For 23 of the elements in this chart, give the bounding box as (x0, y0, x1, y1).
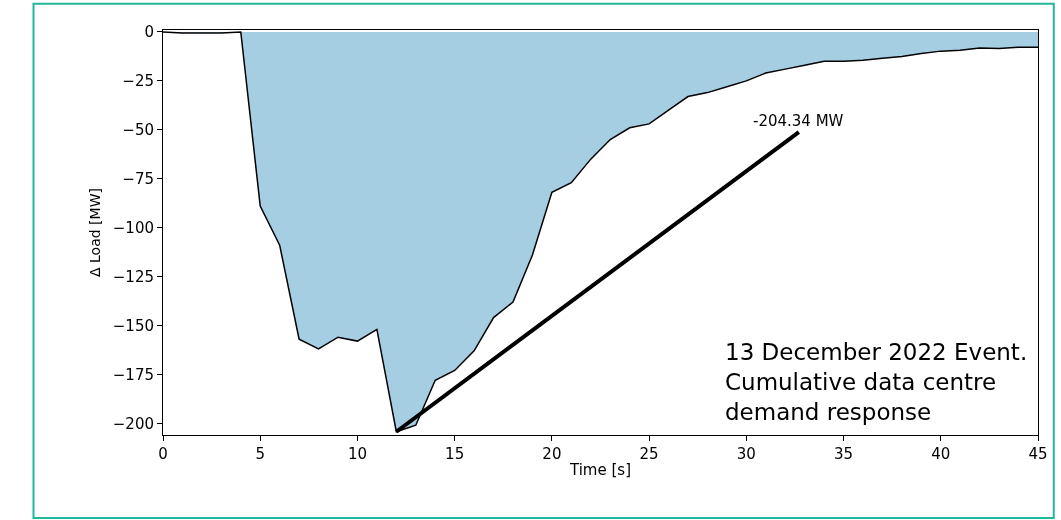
x-tick-label: 0 (158, 445, 168, 463)
x-axis-title: Time [s] (569, 461, 631, 479)
x-tick-label: 5 (255, 445, 265, 463)
x-tick-label: 40 (931, 445, 951, 463)
annotation: -204.34 MW (753, 112, 844, 130)
y-tick-label: −150 (112, 316, 154, 335)
annotation: 13 December 2022 Event. Cumulative data centre demand response (725, 339, 1028, 425)
y-tick-label: −75 (122, 169, 154, 188)
x-tick-label: 15 (445, 445, 465, 463)
y-tick-label: −200 (112, 414, 154, 433)
x-tick-label: 45 (1028, 445, 1048, 463)
y-tick-label: 0 (144, 23, 154, 42)
y-tick-label: −100 (112, 218, 154, 237)
x-tick-label: 10 (347, 445, 367, 463)
y-tick-label: −175 (112, 365, 154, 384)
y-tick-label: −25 (122, 72, 154, 91)
x-tick-label: 20 (542, 445, 562, 463)
x-tick-label: 35 (834, 445, 854, 463)
y-tick-label: −50 (122, 121, 154, 140)
x-tick-label: 30 (736, 445, 756, 463)
x-tick-label: 25 (639, 445, 659, 463)
y-tick-label: −125 (112, 267, 154, 286)
y-axis-title: Δ Load [MW] (87, 188, 104, 277)
